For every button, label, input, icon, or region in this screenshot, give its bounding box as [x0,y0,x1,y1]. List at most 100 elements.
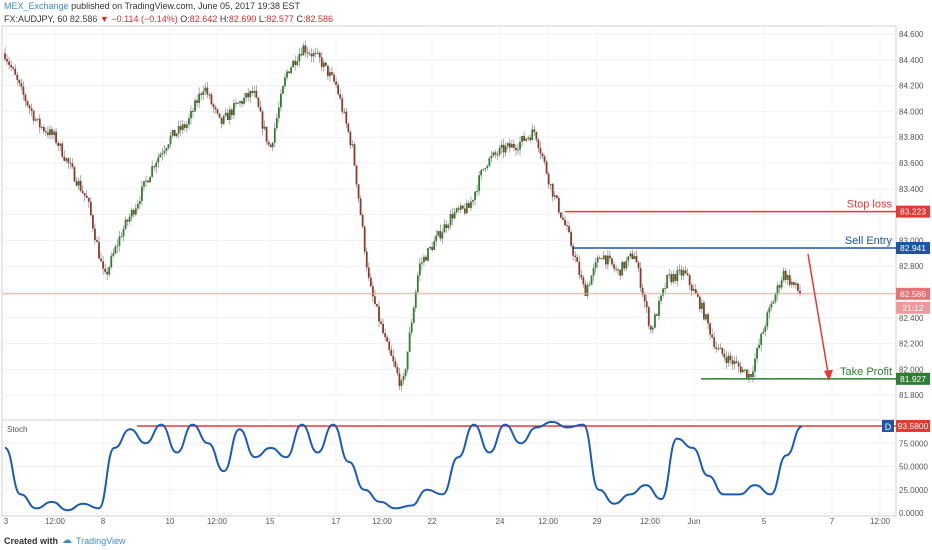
candle-body [643,294,646,302]
candle-body [145,180,147,182]
candle-body [157,157,160,163]
candle-body [437,231,440,236]
candle-body [251,90,254,93]
x-tick-label: 5 [762,517,767,526]
candle-body [788,275,791,285]
candle-body [519,141,521,150]
candle-body [662,288,664,296]
publisher-link[interactable]: MEX_Exchange [4,1,69,11]
candle-body [98,241,100,259]
candle-body [606,255,609,265]
tradingview-brand[interactable]: TradingView [76,535,126,546]
candle-body [206,87,209,95]
y-tick-label: 84.600 [899,30,924,39]
candle-body [429,247,431,249]
y-tick-label: 83.600 [899,159,924,168]
sell-entry-label: Sell Entry [845,235,893,247]
candle-body [122,228,125,237]
candle-body [324,62,327,66]
candle-body [431,247,434,251]
change-arrow: ▼ [99,14,109,24]
x-tick-label: 12:00 [538,517,559,526]
candle-body [200,93,203,95]
candle-body [416,275,419,292]
candle-body [717,348,720,350]
candle-body [185,124,188,128]
candle-body [680,269,683,276]
candle-body [331,72,333,75]
candle-body [239,101,241,103]
y-tick-label: 82.200 [899,340,924,349]
candle-body [300,54,303,56]
candle-body [512,143,515,148]
candle-body [768,307,771,313]
candle-body [44,131,47,133]
footer: Created with ☁ TradingView [4,535,126,546]
candle-body [388,341,391,350]
candle-body [8,61,10,65]
candle-body [504,146,507,153]
candle-body [588,284,591,286]
candle-body [750,373,752,378]
symbol-label[interactable]: FX:AUDJPY, 60 [4,14,68,24]
candle-body [151,166,154,177]
candle-body [472,199,474,202]
candle-body [490,155,493,159]
change-value: −0.114 (−0.14%) [111,14,178,24]
candle-body [600,258,603,260]
candle-body [210,94,213,105]
candle-body [169,135,172,145]
y-tick-label: 82.000 [899,365,924,374]
candle-body [598,257,601,259]
candle-body [784,270,787,280]
candle-body [49,129,51,136]
x-tick-label: 12:00 [372,517,393,526]
candle-body [545,161,548,174]
candle-body [194,100,196,112]
candle-body [94,228,96,241]
open-value: 82.642 [189,14,218,24]
candle-body [38,118,41,128]
candle-body [739,366,742,373]
candle-body [498,147,501,155]
candle-body [627,256,630,261]
candle-body [320,57,323,67]
candle-body [557,197,560,213]
candle-body [586,285,589,296]
candle-body [672,274,675,283]
candle-body [147,180,149,183]
stoch-d-badge[interactable]: D [885,422,892,432]
candle-body [179,125,182,131]
candle-body [4,53,6,60]
candle-body [465,203,468,214]
candle-body [694,289,697,294]
candle-body [333,74,335,82]
candle-body [40,126,43,128]
candle-body [198,93,201,103]
candle-body [568,226,570,233]
candle-body [715,347,718,349]
candle-body [341,98,344,112]
candle-body [641,287,644,295]
candle-body [253,90,256,93]
candle-body [259,106,262,112]
take-profit-price-tag: 81.927 [900,374,926,384]
candle-body [77,180,80,186]
candle-body [735,361,738,363]
candle-body [102,261,104,269]
candle-body [308,53,311,55]
candle-body [463,208,466,214]
candle-body [286,71,288,78]
candle-body [780,280,783,288]
candle-body [369,277,372,287]
candle-body [449,214,452,226]
candle-body [752,371,754,378]
candle-body [433,241,436,251]
candle-body [707,314,709,324]
candle-body [128,216,131,222]
x-tick-label: Jun [688,517,701,526]
candle-body [12,67,15,69]
candle-body [87,198,90,202]
candle-body [347,123,350,132]
